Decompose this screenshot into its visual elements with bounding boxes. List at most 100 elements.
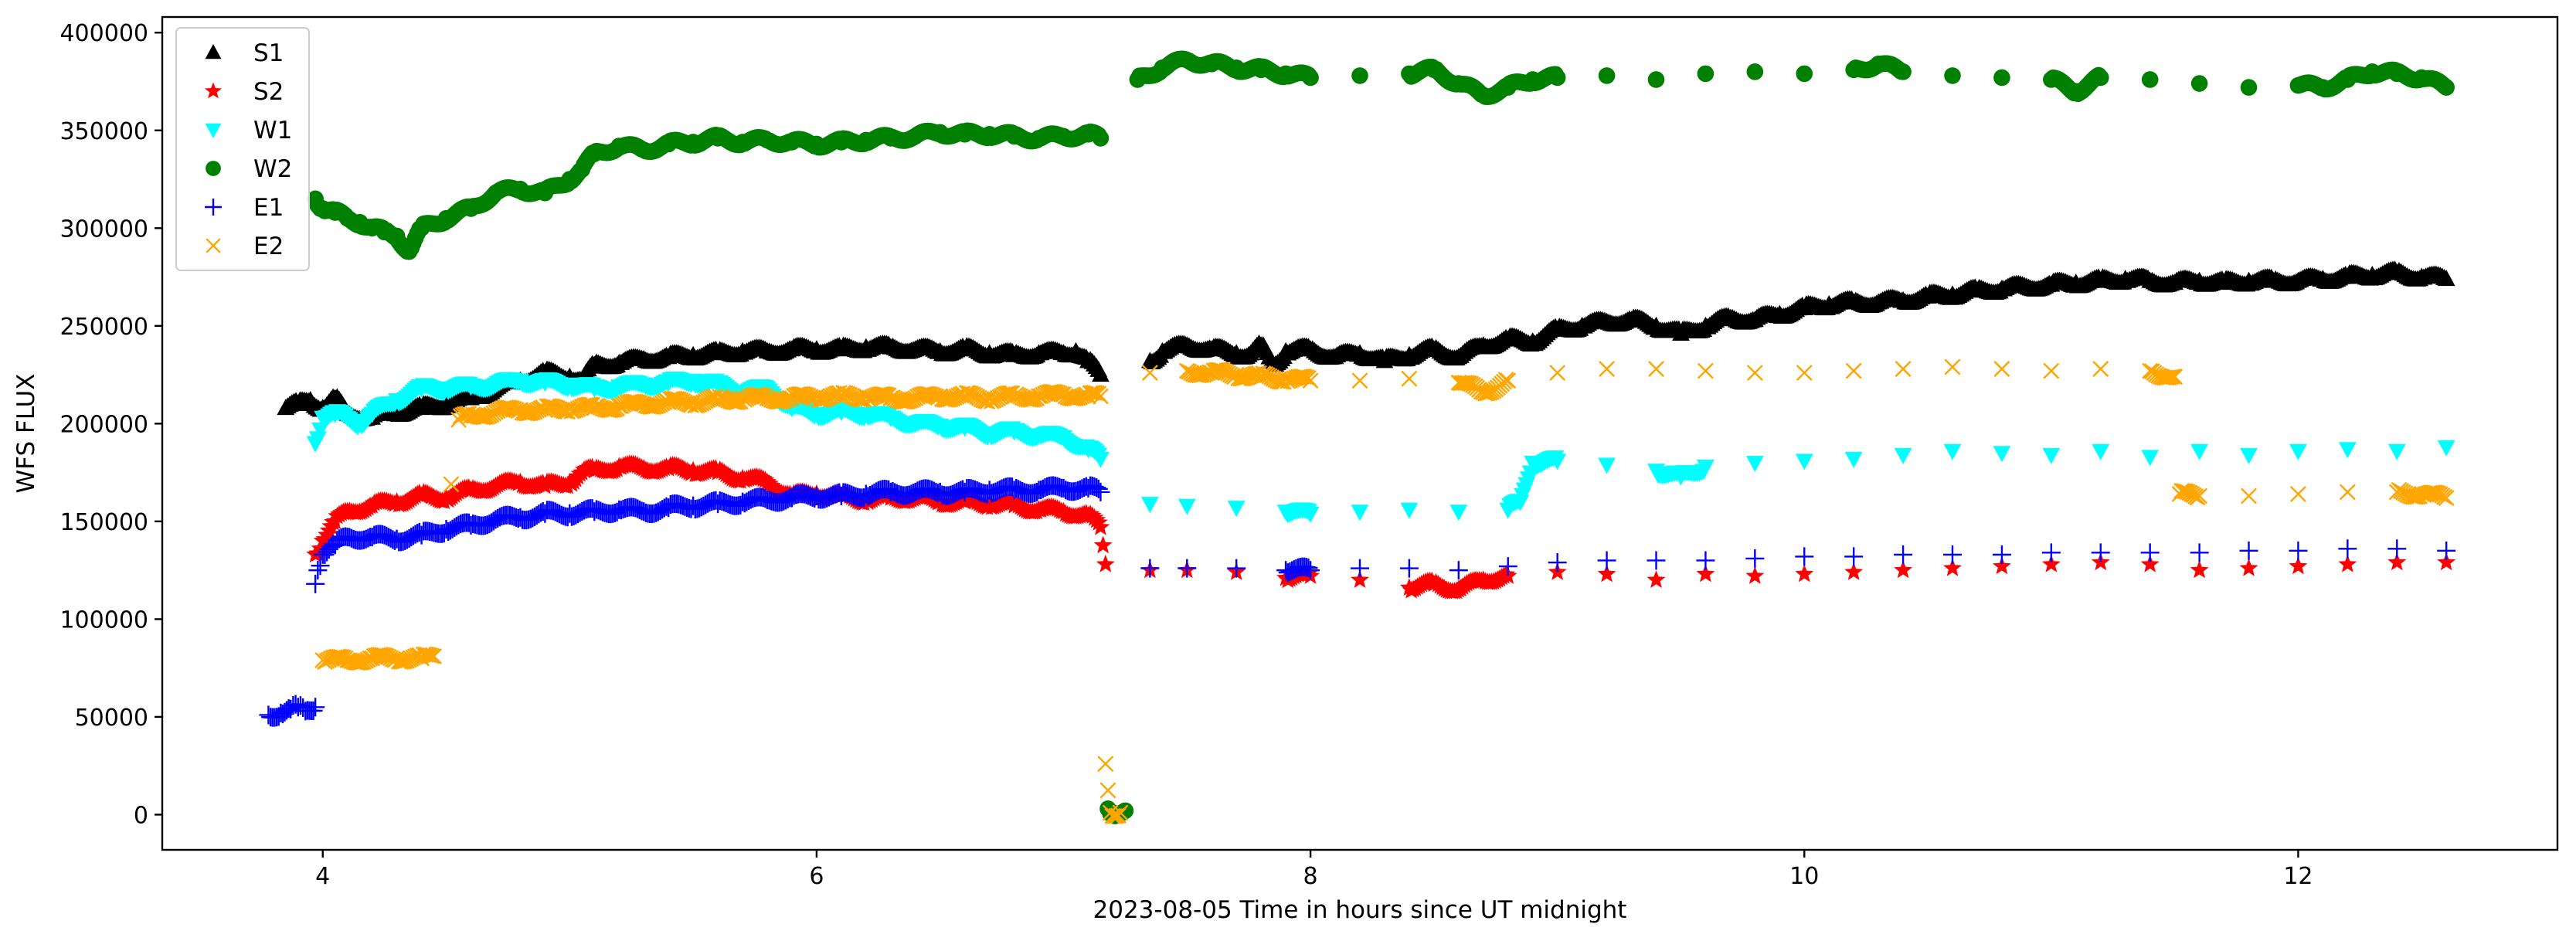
data-point-fill <box>1089 479 1108 498</box>
legend-marker <box>205 123 222 138</box>
data-point <box>1351 67 1368 84</box>
legend: S1 S2 W1 W2 E1 E2 <box>175 27 310 271</box>
legend-marker <box>206 238 221 253</box>
data-point <box>1696 551 1715 570</box>
data-point-fill <box>668 390 685 407</box>
data-point <box>1548 454 1567 470</box>
data-point <box>2191 487 2208 504</box>
legend-label: E1 <box>253 194 284 222</box>
data-point-fill <box>501 399 518 416</box>
data-point-fill <box>1093 535 1113 554</box>
data-point <box>1894 560 1913 579</box>
legend-item-s2: S2 <box>205 78 284 106</box>
data-point <box>1549 365 1566 382</box>
data-point <box>2240 447 2258 464</box>
data-point <box>2387 552 2407 571</box>
data-point-fill <box>2164 368 2181 385</box>
data-point <box>2289 485 2306 502</box>
data-point <box>1116 802 1134 820</box>
x-axis-label: 2023-08-05 Time in hours since UT midnig… <box>1093 896 1627 924</box>
y-axis-ticks: 0 50000 100000 150000 200000 250000 300000 3500… <box>59 20 162 829</box>
data-point-fill <box>1087 478 1106 498</box>
data-point-fill <box>603 402 620 419</box>
data-point-fill <box>835 385 851 401</box>
data-point-fill <box>1084 384 1101 401</box>
data-point <box>1844 451 1863 468</box>
data-point <box>1745 455 1764 472</box>
legend-item-e1: E1 <box>205 194 284 222</box>
legend-box <box>175 27 310 271</box>
data-point <box>2041 554 2061 572</box>
x-tick-label: 10 <box>1789 863 1819 890</box>
data-point-fill <box>352 654 369 671</box>
legend-marker <box>205 44 222 59</box>
data-point <box>306 698 325 717</box>
x-axis-ticks: 4 6 8 10 12 <box>315 850 2313 890</box>
data-point <box>1599 361 1616 377</box>
data-point <box>1141 365 1158 382</box>
data-point <box>2339 484 2356 501</box>
data-point <box>1140 559 1160 578</box>
data-point <box>426 648 442 664</box>
data-point <box>2190 443 2208 460</box>
data-point-fill <box>420 647 437 663</box>
data-point <box>1844 562 1864 580</box>
legend-item-s1: S1 <box>205 39 284 67</box>
data-point-fill <box>874 386 891 403</box>
data-point <box>1796 65 1813 83</box>
y-tick-label: 0 <box>134 802 148 829</box>
data-point-fill <box>726 394 743 410</box>
data-point <box>1178 559 1197 578</box>
data-point <box>1548 69 1566 87</box>
data-point <box>2387 539 2407 559</box>
legend-label: W2 <box>253 155 292 183</box>
data-point <box>2239 541 2258 560</box>
data-point-fill <box>304 701 323 720</box>
data-point <box>2289 443 2307 460</box>
data-point <box>2166 369 2183 386</box>
y-tick-label: 200000 <box>59 411 148 438</box>
data-point-fill <box>712 389 729 406</box>
legend-item-w2: W2 <box>206 155 292 183</box>
x-tick-label: 4 <box>315 863 330 890</box>
data-point <box>1500 372 1517 389</box>
data-point-fill <box>1293 368 1310 385</box>
data-point <box>1795 547 1814 566</box>
data-point <box>308 561 328 580</box>
data-point <box>1091 517 1110 535</box>
data-point-fill <box>374 647 391 664</box>
legend-label: W1 <box>253 117 292 144</box>
data-point-fill <box>899 393 916 410</box>
legend-label: E2 <box>253 233 284 260</box>
data-point <box>2092 361 2109 377</box>
data-point <box>1697 460 1715 477</box>
x-tick-label: 8 <box>1303 863 1318 890</box>
legend-marker <box>205 82 222 99</box>
series-e1-markers <box>259 476 2456 727</box>
data-point-fill <box>2177 483 2194 500</box>
data-point <box>1548 553 1567 572</box>
data-point <box>2437 440 2455 457</box>
data-marks <box>259 50 2456 824</box>
data-point <box>1944 358 1961 375</box>
data-point <box>306 574 325 593</box>
data-point-fill <box>421 647 438 664</box>
data-point-fill <box>1212 362 1229 379</box>
data-point-fill <box>629 394 646 411</box>
data-point <box>2043 362 2060 379</box>
data-point <box>1399 559 1419 578</box>
data-point-fill <box>1236 370 1253 386</box>
y-tick-label: 300000 <box>59 216 148 243</box>
data-point <box>1894 545 1913 564</box>
data-point-fill <box>477 409 494 426</box>
legend-item-e2: E2 <box>206 233 284 260</box>
data-point <box>2190 75 2208 92</box>
data-point <box>1844 547 1864 566</box>
x-tick-label: 12 <box>2283 863 2313 890</box>
data-point-fill <box>1104 807 1121 824</box>
data-point <box>1227 501 1246 518</box>
y-tick-label: 400000 <box>59 20 148 47</box>
data-point-fill <box>814 391 831 408</box>
data-point-fill <box>750 386 767 403</box>
